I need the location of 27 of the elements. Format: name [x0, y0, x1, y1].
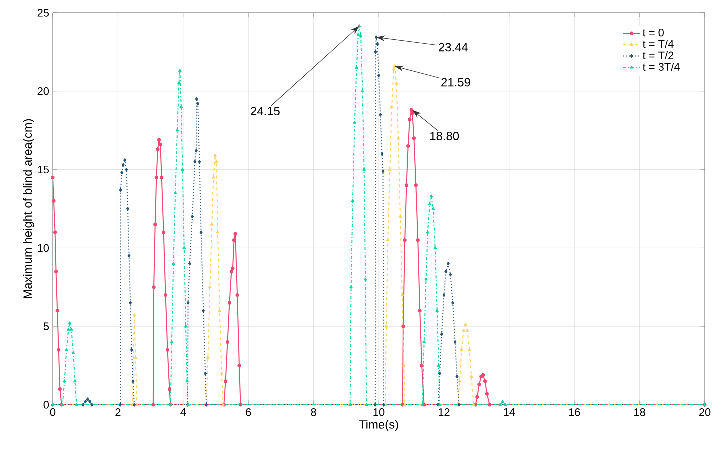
- y-axis-title: Maximum height of blind area(cm): [23, 119, 34, 298]
- x-tick-label: 0: [50, 408, 56, 416]
- x-tick-label: 4: [180, 408, 186, 416]
- annotation: 18.80: [430, 132, 460, 140]
- y-tick-label: 10: [38, 244, 50, 252]
- x-tick-label: 8: [311, 408, 316, 416]
- x-tick-label: 2: [116, 408, 121, 416]
- legend-label: t = T/2: [642, 52, 674, 60]
- annotation: 24.15: [251, 107, 280, 116]
- y-tick-label: 15: [38, 166, 50, 174]
- x-tick-label: 18: [634, 408, 646, 416]
- y-tick-label: 5: [44, 322, 50, 330]
- legend-label: t = T/4: [642, 40, 674, 48]
- x-tick-label: 16: [569, 408, 580, 416]
- x-tick-label: 10: [374, 408, 385, 416]
- y-tick-label: 0: [44, 401, 50, 409]
- y-tick-label: 20: [38, 88, 50, 96]
- x-tick-label: 12: [438, 408, 450, 416]
- annotation: 21.59: [442, 78, 470, 87]
- y-tick-label: 25: [38, 9, 50, 17]
- legend-label: t = 3T/4: [642, 62, 680, 71]
- x-axis-title: Time(s): [359, 420, 398, 432]
- x-tick-label: 6: [246, 408, 252, 416]
- x-tick-label: 20: [699, 408, 711, 416]
- x-tick-label: 14: [504, 408, 516, 416]
- annotation: 23.44: [439, 43, 468, 52]
- legend-label: t = 0: [642, 28, 664, 37]
